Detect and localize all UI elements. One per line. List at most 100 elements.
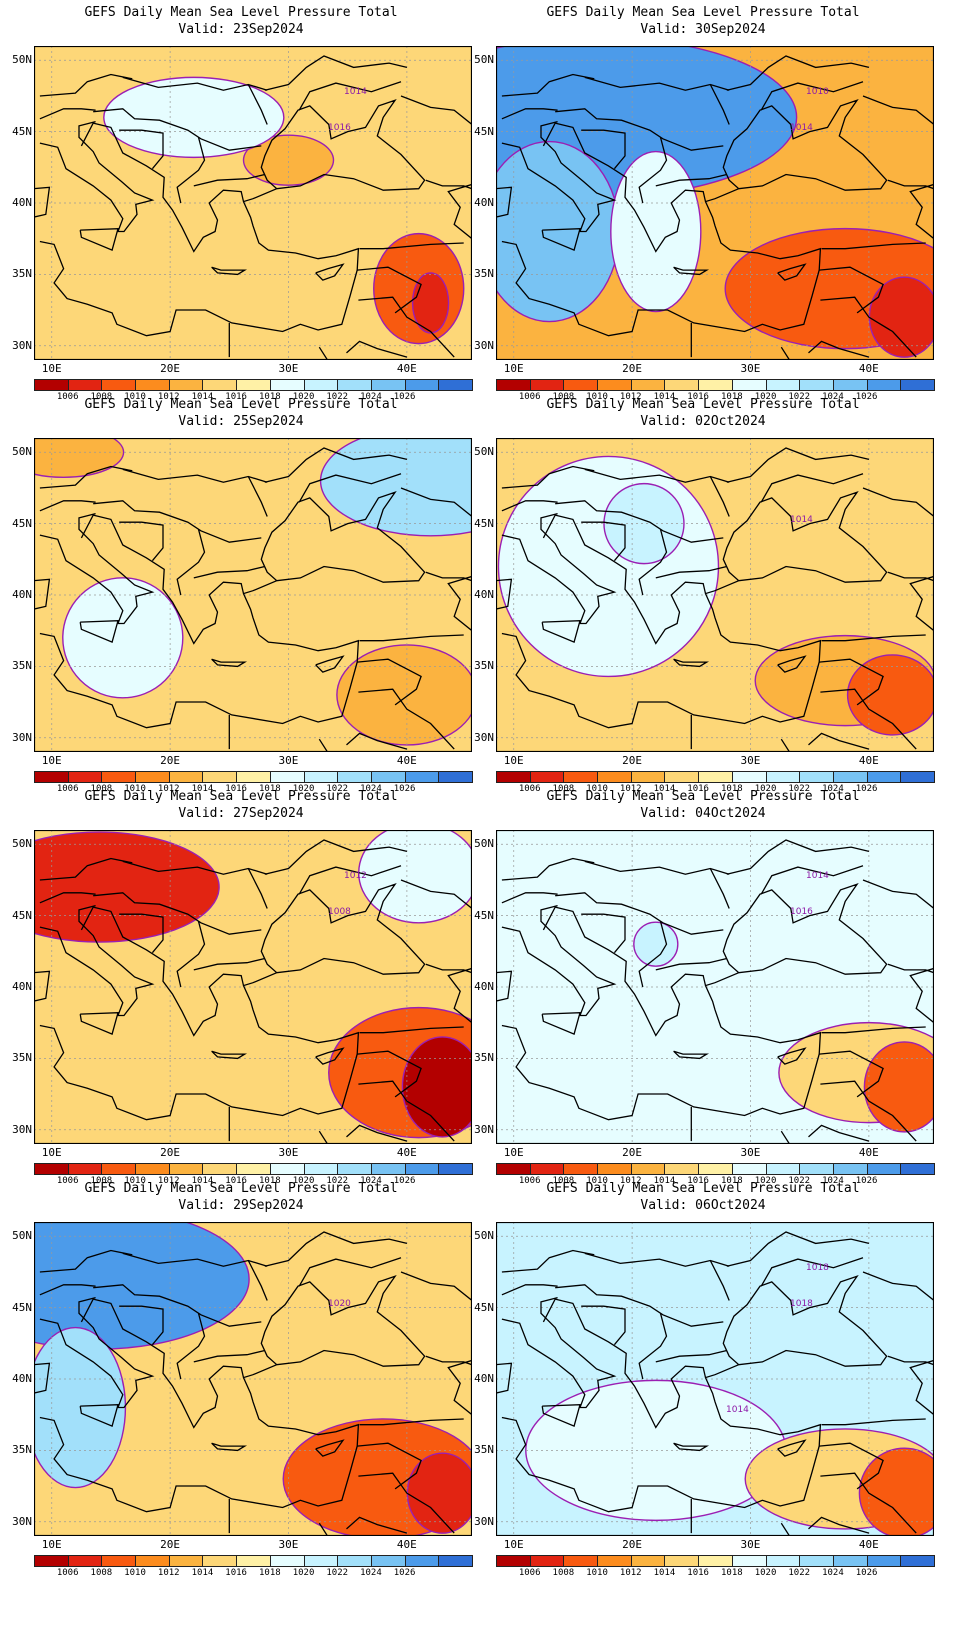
colorbar-swatch — [168, 1555, 204, 1567]
panel-valid-date: Valid: 04Oct2024 — [640, 806, 766, 821]
coastline-border — [501, 108, 558, 120]
coastline-border — [777, 1047, 807, 1065]
colorbar-swatch — [698, 1555, 733, 1567]
colorbar-swatch — [597, 771, 632, 783]
colorbar-swatch — [34, 379, 69, 391]
colorbar-label: 1024 — [822, 784, 844, 794]
colorbar-swatch — [236, 379, 271, 391]
panel-title: GEFS Daily Mean Sea Level Pressure Total — [546, 1181, 860, 1196]
pressure-colorbar — [496, 1555, 935, 1567]
colorbar-swatch — [438, 1163, 473, 1175]
colorbar-swatch — [664, 379, 700, 391]
coastline-border — [39, 904, 155, 1017]
colorbar-label: 1016 — [225, 1568, 247, 1578]
longitude-label: 40E — [396, 362, 417, 375]
coastline-border — [709, 84, 730, 125]
latitude-label: 50N — [474, 837, 494, 851]
colorbar-swatch — [765, 1555, 801, 1567]
coastline-border — [655, 565, 727, 579]
coastline-border — [501, 892, 558, 904]
colorbar-label: 1018 — [721, 784, 743, 794]
colorbar-label: 1006 — [518, 392, 541, 402]
coastline-border — [346, 340, 408, 358]
pressure-colorbar — [34, 1163, 473, 1175]
colorbar-swatch — [269, 1555, 305, 1567]
coastline-border — [709, 868, 730, 909]
coastline-border — [119, 913, 164, 954]
colorbar-label: 1020 — [292, 1568, 315, 1578]
colorbar-swatch — [597, 1555, 632, 1567]
coastline-border — [193, 957, 265, 971]
coastline-border — [777, 655, 807, 673]
colorbar-label: 1010 — [586, 784, 608, 794]
colorbar-swatch — [832, 771, 868, 783]
latitude-label: 40N — [474, 196, 494, 209]
latitude-label: 45N — [474, 1300, 494, 1314]
colorbar-label: 1016 — [687, 784, 709, 794]
coastline-border — [39, 892, 96, 904]
colorbar-label: 1006 — [56, 1176, 79, 1186]
coastline-border — [80, 490, 426, 645]
colorbar-label: 1022 — [788, 784, 811, 794]
colorbar-swatch — [630, 1555, 666, 1567]
colorbar-label: 1006 — [518, 784, 541, 794]
colorbar-label: 1024 — [360, 1568, 382, 1578]
coastline-border — [819, 266, 884, 314]
coastline-border — [542, 882, 888, 1037]
coastline-border — [39, 1284, 96, 1296]
colorbar-label: 1018 — [721, 1176, 743, 1186]
colorbar-swatch — [698, 1163, 733, 1175]
colorbar-swatch — [799, 1163, 834, 1175]
colorbar-swatch — [370, 771, 406, 783]
coastline-border — [193, 1349, 265, 1363]
colorbar-label: 1026 — [393, 1176, 416, 1186]
colorbar-label: 1008 — [90, 1568, 113, 1578]
coastline-border — [909, 575, 934, 632]
colorbar-swatch — [202, 771, 238, 783]
contour-label: 1018 — [790, 1299, 813, 1309]
coastline-border — [176, 529, 206, 596]
colorbar-swatch — [303, 379, 339, 391]
colorbar-swatch — [731, 1163, 767, 1175]
colorbar-swatch — [438, 1555, 473, 1567]
longitude-label: 30E — [740, 362, 761, 375]
colorbar-swatch — [34, 1555, 69, 1567]
colorbar-label: 1026 — [855, 1176, 878, 1186]
coastline-border — [819, 658, 884, 706]
coastline-border — [862, 95, 934, 126]
colorbar-swatch — [438, 771, 473, 783]
coastline-border — [887, 179, 934, 190]
coastline-border — [655, 173, 727, 187]
coastline-border — [358, 1472, 455, 1534]
longitude-label: 20E — [160, 362, 180, 375]
coastline-border — [79, 620, 119, 643]
colorbar-label: 1026 — [855, 1568, 878, 1578]
longitude-label: 20E — [622, 1538, 642, 1551]
coastline-border — [760, 81, 864, 111]
coastline-border — [93, 892, 262, 935]
coastline-border — [247, 1260, 268, 1301]
colorbar-swatch — [563, 771, 599, 783]
colorbar-swatch — [900, 1163, 935, 1175]
coastline-border — [447, 1359, 472, 1416]
coastline-border — [80, 98, 426, 253]
colorbar-label: 1006 — [56, 1568, 79, 1578]
coastline-border — [400, 487, 472, 518]
colorbar-label: 1010 — [124, 392, 146, 402]
coastline-border — [760, 865, 864, 895]
coastline-border — [79, 1404, 119, 1427]
contour-label: 1010 — [806, 87, 829, 97]
coastline-border — [584, 76, 730, 91]
coastline-border — [638, 529, 668, 596]
longitude-label: 40E — [396, 754, 417, 767]
colorbar-swatch — [202, 379, 238, 391]
colorbar-label: 1024 — [360, 784, 382, 794]
colorbar-swatch — [370, 1555, 406, 1567]
colorbar-label: 1014 — [653, 1568, 676, 1578]
longitude-label: 30E — [278, 362, 299, 375]
colorbar-label: 1006 — [518, 1176, 541, 1186]
colorbar-swatch — [303, 771, 339, 783]
colorbar-label: 1018 — [259, 1568, 281, 1578]
coastline-border — [541, 1012, 581, 1035]
coastline-border — [887, 963, 934, 974]
